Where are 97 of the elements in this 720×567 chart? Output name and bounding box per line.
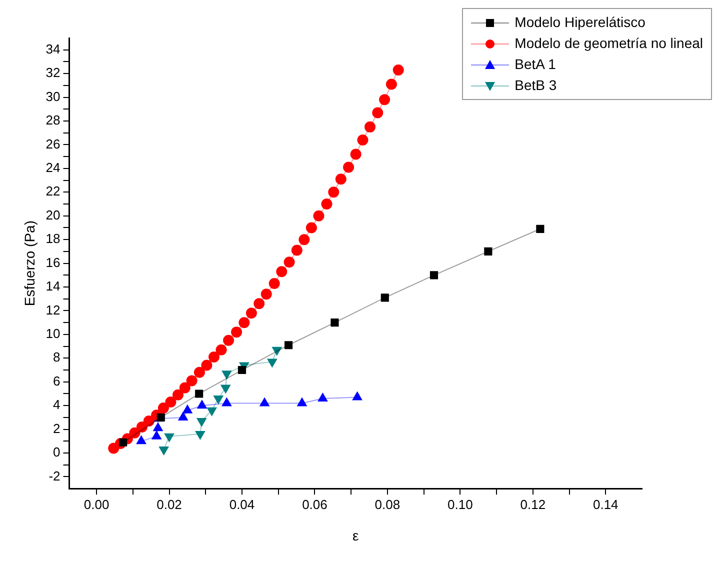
point bbox=[220, 384, 230, 394]
y-tick-label: 2 bbox=[53, 420, 60, 436]
point bbox=[206, 407, 217, 416]
point bbox=[136, 436, 146, 444]
point bbox=[197, 400, 207, 409]
point bbox=[222, 398, 232, 406]
point bbox=[297, 398, 307, 406]
point bbox=[254, 298, 265, 310]
y-axis-title: Esfuerzo (Pa) bbox=[21, 220, 38, 306]
point bbox=[201, 360, 212, 371]
legend-label: Modelo de geometría no lineal bbox=[514, 34, 703, 53]
x-tick-label: 0.14 bbox=[592, 496, 618, 512]
point bbox=[195, 390, 204, 398]
point bbox=[298, 234, 310, 246]
point bbox=[223, 334, 234, 346]
point bbox=[186, 375, 198, 386]
x-tick-label: 0.10 bbox=[448, 496, 473, 512]
y-tick-label: 18 bbox=[46, 231, 60, 246]
point bbox=[238, 317, 250, 328]
point bbox=[372, 107, 384, 118]
point bbox=[284, 341, 293, 350]
y-tick-label: -2 bbox=[48, 468, 60, 484]
y-tick-label: 6 bbox=[53, 373, 60, 388]
point bbox=[260, 398, 270, 406]
y-tick-label: 4 bbox=[53, 397, 60, 412]
point bbox=[291, 244, 302, 256]
y-tick-label: 24 bbox=[46, 160, 60, 176]
point bbox=[343, 162, 354, 173]
y-tick-label: 32 bbox=[46, 65, 60, 80]
point bbox=[335, 174, 346, 185]
point bbox=[156, 413, 165, 422]
point bbox=[318, 392, 328, 402]
point bbox=[357, 134, 368, 146]
point bbox=[267, 358, 278, 368]
point bbox=[129, 427, 140, 438]
y-tick-label: 20 bbox=[46, 207, 60, 222]
x-tick-label: 0.00 bbox=[84, 496, 110, 512]
point bbox=[352, 392, 362, 400]
point bbox=[246, 308, 257, 319]
point bbox=[284, 256, 295, 268]
point bbox=[172, 389, 184, 400]
point bbox=[238, 366, 246, 374]
y-tick-label: 0 bbox=[53, 444, 60, 460]
point bbox=[260, 288, 272, 300]
point bbox=[272, 346, 282, 356]
point bbox=[136, 421, 148, 432]
point bbox=[379, 94, 390, 106]
y-tick-label: 30 bbox=[46, 88, 60, 104]
point bbox=[179, 382, 190, 394]
point bbox=[182, 404, 192, 414]
point bbox=[392, 64, 404, 76]
point bbox=[430, 271, 438, 280]
y-tick-label: 8 bbox=[53, 350, 60, 365]
legend-label: BetB 3 bbox=[514, 76, 557, 95]
point bbox=[208, 351, 220, 362]
point bbox=[158, 402, 169, 414]
point bbox=[536, 224, 544, 233]
point bbox=[386, 78, 397, 90]
x-tick-label: 0.02 bbox=[156, 496, 182, 512]
y-tick-label: 28 bbox=[46, 112, 60, 128]
point bbox=[328, 186, 340, 198]
point bbox=[164, 433, 174, 442]
point bbox=[158, 446, 169, 455]
point bbox=[216, 344, 227, 356]
y-tick-label: 26 bbox=[46, 136, 60, 152]
y-tick-label: 12 bbox=[46, 302, 60, 318]
y-tick-label: 10 bbox=[46, 326, 60, 342]
x-tick-label: 0.04 bbox=[229, 496, 255, 512]
point bbox=[119, 438, 128, 446]
point bbox=[152, 430, 162, 440]
point bbox=[321, 198, 332, 210]
y-tick-label: 16 bbox=[46, 254, 60, 270]
y-tick-label: 34 bbox=[46, 41, 60, 56]
point bbox=[364, 121, 376, 132]
x-axis-title: ε bbox=[352, 527, 359, 544]
legend-label: Modelo Hiperelátisco bbox=[514, 13, 646, 32]
point bbox=[268, 278, 280, 289]
point bbox=[153, 422, 163, 432]
x-tick-label: 0.12 bbox=[520, 496, 546, 512]
point bbox=[231, 326, 242, 338]
point bbox=[313, 210, 324, 222]
point bbox=[194, 366, 205, 378]
point bbox=[484, 247, 492, 256]
point bbox=[178, 412, 188, 420]
point bbox=[276, 266, 288, 278]
point bbox=[214, 395, 224, 404]
point bbox=[350, 148, 362, 160]
point bbox=[165, 396, 176, 408]
x-tick-label: 0.06 bbox=[302, 496, 328, 512]
x-tick-label: 0.08 bbox=[374, 496, 400, 512]
y-tick-label: 14 bbox=[46, 278, 60, 294]
legend-label: BetA 1 bbox=[514, 55, 556, 74]
point bbox=[380, 294, 389, 302]
y-tick-label: 22 bbox=[46, 184, 60, 199]
point bbox=[330, 318, 339, 327]
point bbox=[306, 222, 317, 234]
point bbox=[143, 416, 154, 427]
